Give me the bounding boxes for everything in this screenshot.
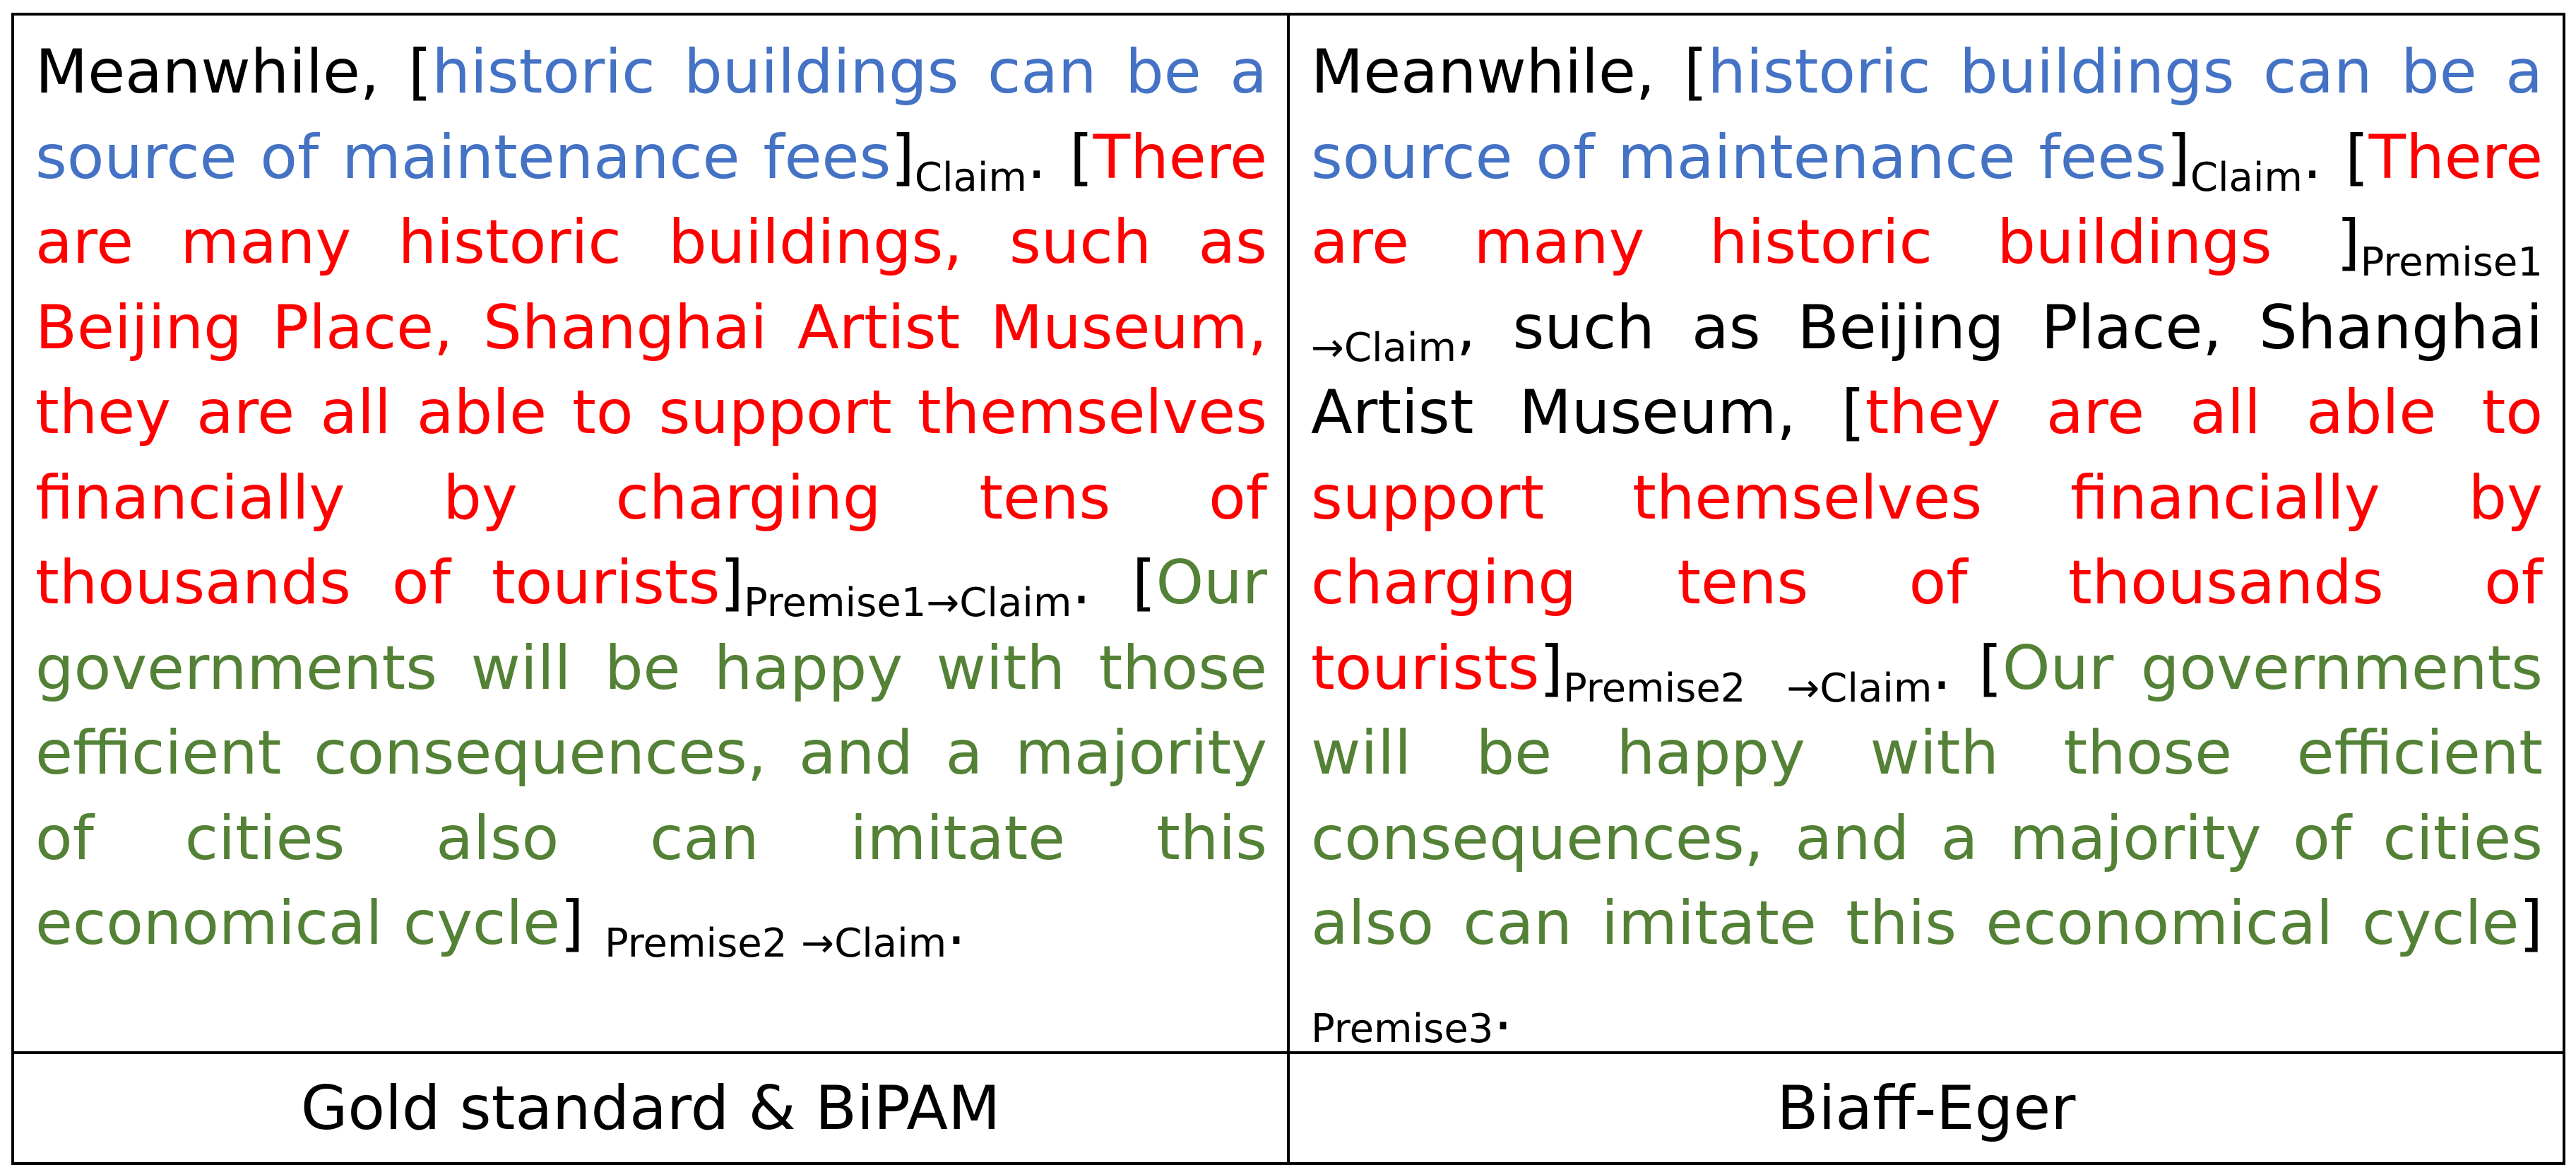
relation-label: Premise1 →Claim — [1311, 239, 2543, 371]
comparison-table: Meanwhile, [historic buildings can be a … — [11, 13, 2565, 1165]
plain-text: ] — [2337, 207, 2361, 278]
plain-text: [ — [2345, 122, 2369, 193]
gold-standard-caption: Gold standard & BiPAM — [300, 1072, 1001, 1144]
biaff-eger-caption: Biaff-Eger — [1776, 1072, 2076, 1144]
relation-label: Claim — [2190, 154, 2303, 201]
relation-label: Premise3 — [1311, 1005, 1494, 1052]
plain-text: Meanwhile, — [1311, 37, 1684, 107]
premise-text: There are many historic buildings, such … — [35, 122, 1267, 619]
relation-label: Premise2 →Claim — [1563, 665, 1933, 711]
plain-text: . — [1493, 973, 1513, 1044]
biaff-eger-passage: Meanwhile, [historic buildings can be a … — [1290, 16, 2563, 1051]
premise-text: There are many historic buildings — [1311, 122, 2543, 278]
relation-label: Premise2 →Claim — [604, 920, 947, 966]
claim-text: historic buildings can be a source of ma… — [35, 37, 1267, 193]
plain-text: [ — [1683, 37, 1708, 107]
biaff-eger-caption-cell: Biaff-Eger — [1287, 1051, 2565, 1165]
plain-text: ] — [720, 548, 744, 618]
plain-text: ] — [1539, 632, 1563, 704]
plain-text: . — [1932, 632, 1979, 704]
premise-text: Our governments will be happy with those… — [35, 548, 1267, 959]
relation-label: Claim — [914, 154, 1027, 201]
relation-label: Premise1→Claim — [743, 579, 1072, 626]
claim-text: historic buildings can be a source of ma… — [1311, 37, 2543, 193]
plain-text: [ — [1069, 122, 1093, 193]
plain-text: ] — [2519, 888, 2543, 959]
plain-text: . — [946, 888, 966, 959]
plain-text: Meanwhile, — [35, 37, 408, 107]
plain-text: . — [1072, 548, 1132, 618]
gold-standard-caption-cell: Gold standard & BiPAM — [11, 1051, 1290, 1165]
caption-row: Gold standard & BiPAM Biaff-Eger — [11, 1051, 2565, 1165]
gold-standard-cell: Meanwhile, [historic buildings can be a … — [11, 13, 1290, 1054]
plain-text: ] — [560, 888, 605, 959]
plain-text: ] — [891, 122, 915, 193]
gold-standard-passage: Meanwhile, [historic buildings can be a … — [14, 16, 1287, 966]
biaff-eger-cell: Meanwhile, [historic buildings can be a … — [1287, 13, 2565, 1054]
plain-text: . — [1026, 122, 1070, 193]
premise-text: they are all able to support themselves … — [1311, 377, 2543, 704]
passage-row: Meanwhile, [historic buildings can be a … — [11, 13, 2565, 1054]
plain-text: [ — [1978, 632, 2002, 704]
plain-text: . — [2302, 122, 2346, 193]
plain-text: [ — [408, 37, 432, 107]
plain-text: [ — [1841, 377, 1865, 448]
plain-text: , such as Beijing Place, Shanghai Artist… — [1311, 292, 2543, 449]
premise-text: Our governments will be happy with those… — [1311, 632, 2543, 959]
plain-text: ] — [2166, 122, 2190, 193]
plain-text: [ — [1132, 548, 1156, 618]
